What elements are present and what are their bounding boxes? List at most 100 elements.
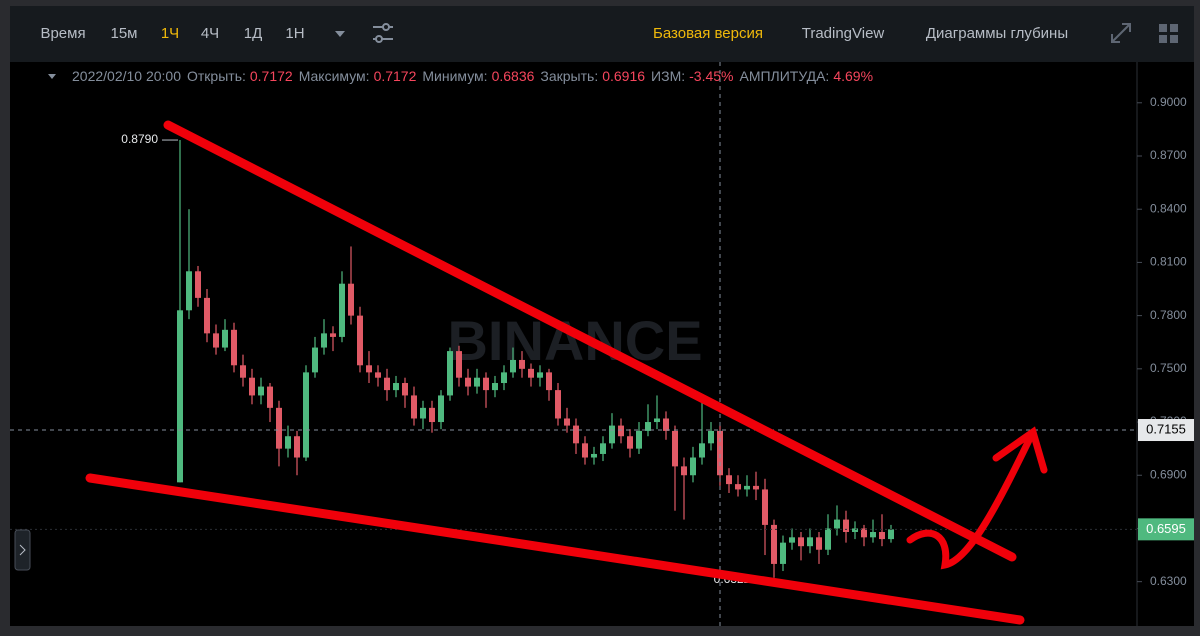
candle-body [393, 383, 399, 391]
layout-icon[interactable] [1159, 24, 1178, 43]
candle-body [870, 532, 876, 538]
candle-body [195, 271, 201, 298]
candle-body [528, 368, 534, 378]
candle-body [708, 430, 714, 444]
info-label: Минимум: [422, 68, 487, 84]
y-tick-label: 0.6900 [1150, 467, 1187, 481]
candle-body [384, 377, 390, 391]
candle-body [537, 372, 543, 378]
candle-body [456, 351, 462, 378]
candle-body [483, 377, 489, 391]
candle-body [204, 297, 210, 334]
candle-body [438, 395, 444, 423]
dropdown-icon[interactable] [335, 31, 345, 37]
info-datetime: 2022/02/10 20:00 [72, 68, 181, 84]
candle-body [330, 333, 336, 337]
interval-button[interactable]: 1Ч [161, 25, 179, 42]
candle-body [663, 418, 669, 431]
high-marker-label: 0.8790 [121, 132, 158, 146]
candle-body [258, 386, 264, 396]
crosshair-price: 0.7155 [1146, 421, 1186, 436]
candle-body [312, 347, 318, 373]
candle-body [465, 377, 471, 387]
candle-body [294, 436, 300, 458]
interval-button[interactable]: 4Ч [201, 25, 219, 42]
y-tick-label: 0.8400 [1150, 201, 1187, 215]
arrow-head [992, 426, 1048, 474]
interval-button[interactable]: 1Д [244, 25, 263, 42]
settings-icon[interactable] [373, 23, 393, 43]
candle-body [681, 466, 687, 476]
candle-body [834, 519, 840, 529]
y-tick-label: 0.8100 [1150, 255, 1187, 269]
candle-body [348, 283, 354, 316]
watermark: BINANCE [447, 309, 702, 372]
info-value: 0.6836 [492, 68, 535, 84]
fullscreen-icon[interactable] [1111, 23, 1131, 43]
candle-body [249, 377, 255, 396]
candle-body [222, 329, 228, 348]
candle-body [429, 407, 435, 423]
candle-body [816, 537, 822, 550]
info-label: Максимум: [299, 68, 370, 84]
candle-body [267, 386, 273, 408]
candle-body [636, 430, 642, 449]
interval-button[interactable]: 1Н [285, 25, 304, 42]
toolbar-items: Время 15м 1Ч 4Ч 1Д 1Н Базовая версия TradingVie… [40, 25, 1068, 42]
interval-button[interactable]: 15м [111, 25, 138, 42]
candle-body [501, 372, 507, 384]
info-label: АМПЛИТУДА: [739, 68, 829, 84]
candle-body [780, 542, 786, 564]
candle-body [735, 484, 741, 490]
candle-body [213, 333, 219, 348]
candle-body [366, 365, 372, 373]
candle-body [276, 407, 282, 449]
view-tab[interactable]: Базовая версия [653, 25, 763, 42]
collapse-icon[interactable] [48, 74, 56, 79]
candle-body [420, 407, 426, 419]
candle-body [618, 425, 624, 437]
info-label: Закрыть: [540, 68, 598, 84]
info-label: ИЗМ: [651, 68, 685, 84]
candle-body [546, 372, 552, 391]
candle-body [825, 528, 831, 550]
view-tab[interactable]: Диаграммы глубины [926, 25, 1068, 42]
candle-body [591, 453, 597, 458]
candle-body [285, 436, 291, 449]
candle-body [492, 383, 498, 391]
info-value: 0.6916 [602, 68, 645, 84]
candle-body [726, 475, 732, 485]
candle-body [375, 372, 381, 378]
candle-body [798, 537, 804, 547]
candle-body [609, 425, 615, 444]
candle-body [861, 528, 867, 538]
candle-body [474, 377, 480, 387]
candle-body [762, 489, 768, 525]
candle-body [753, 485, 759, 490]
candle-body [690, 457, 696, 476]
candle-body [177, 310, 183, 483]
candle-body [240, 365, 246, 378]
side-toggle[interactable] [14, 529, 31, 571]
interval-button[interactable]: Время [40, 25, 85, 42]
candles: 0.90000.87000.84000.81000.78000.75000.72… [10, 62, 1194, 626]
drawings [85, 120, 1048, 625]
candle-body [402, 383, 408, 396]
info-value: 0.7172 [250, 68, 293, 84]
candle-body [231, 329, 237, 366]
candle-body [411, 395, 417, 419]
candle-body [717, 430, 723, 476]
info-label: Открыть: [187, 68, 246, 84]
candle-body [654, 418, 660, 423]
candle-body [645, 422, 651, 431]
y-tick-label: 0.7800 [1150, 308, 1187, 322]
candle-body [888, 529, 894, 540]
arrow-curve [906, 428, 1037, 570]
upper-trendline [163, 120, 1017, 562]
info-bar: 2022/02/10 20:00 Открыть: 0.7172 Максимум: 0… [72, 68, 873, 84]
candle-body [852, 528, 858, 532]
lower-trendline [85, 473, 1025, 625]
view-tab[interactable]: TradingView [802, 25, 885, 42]
last-price-box [1138, 518, 1194, 541]
